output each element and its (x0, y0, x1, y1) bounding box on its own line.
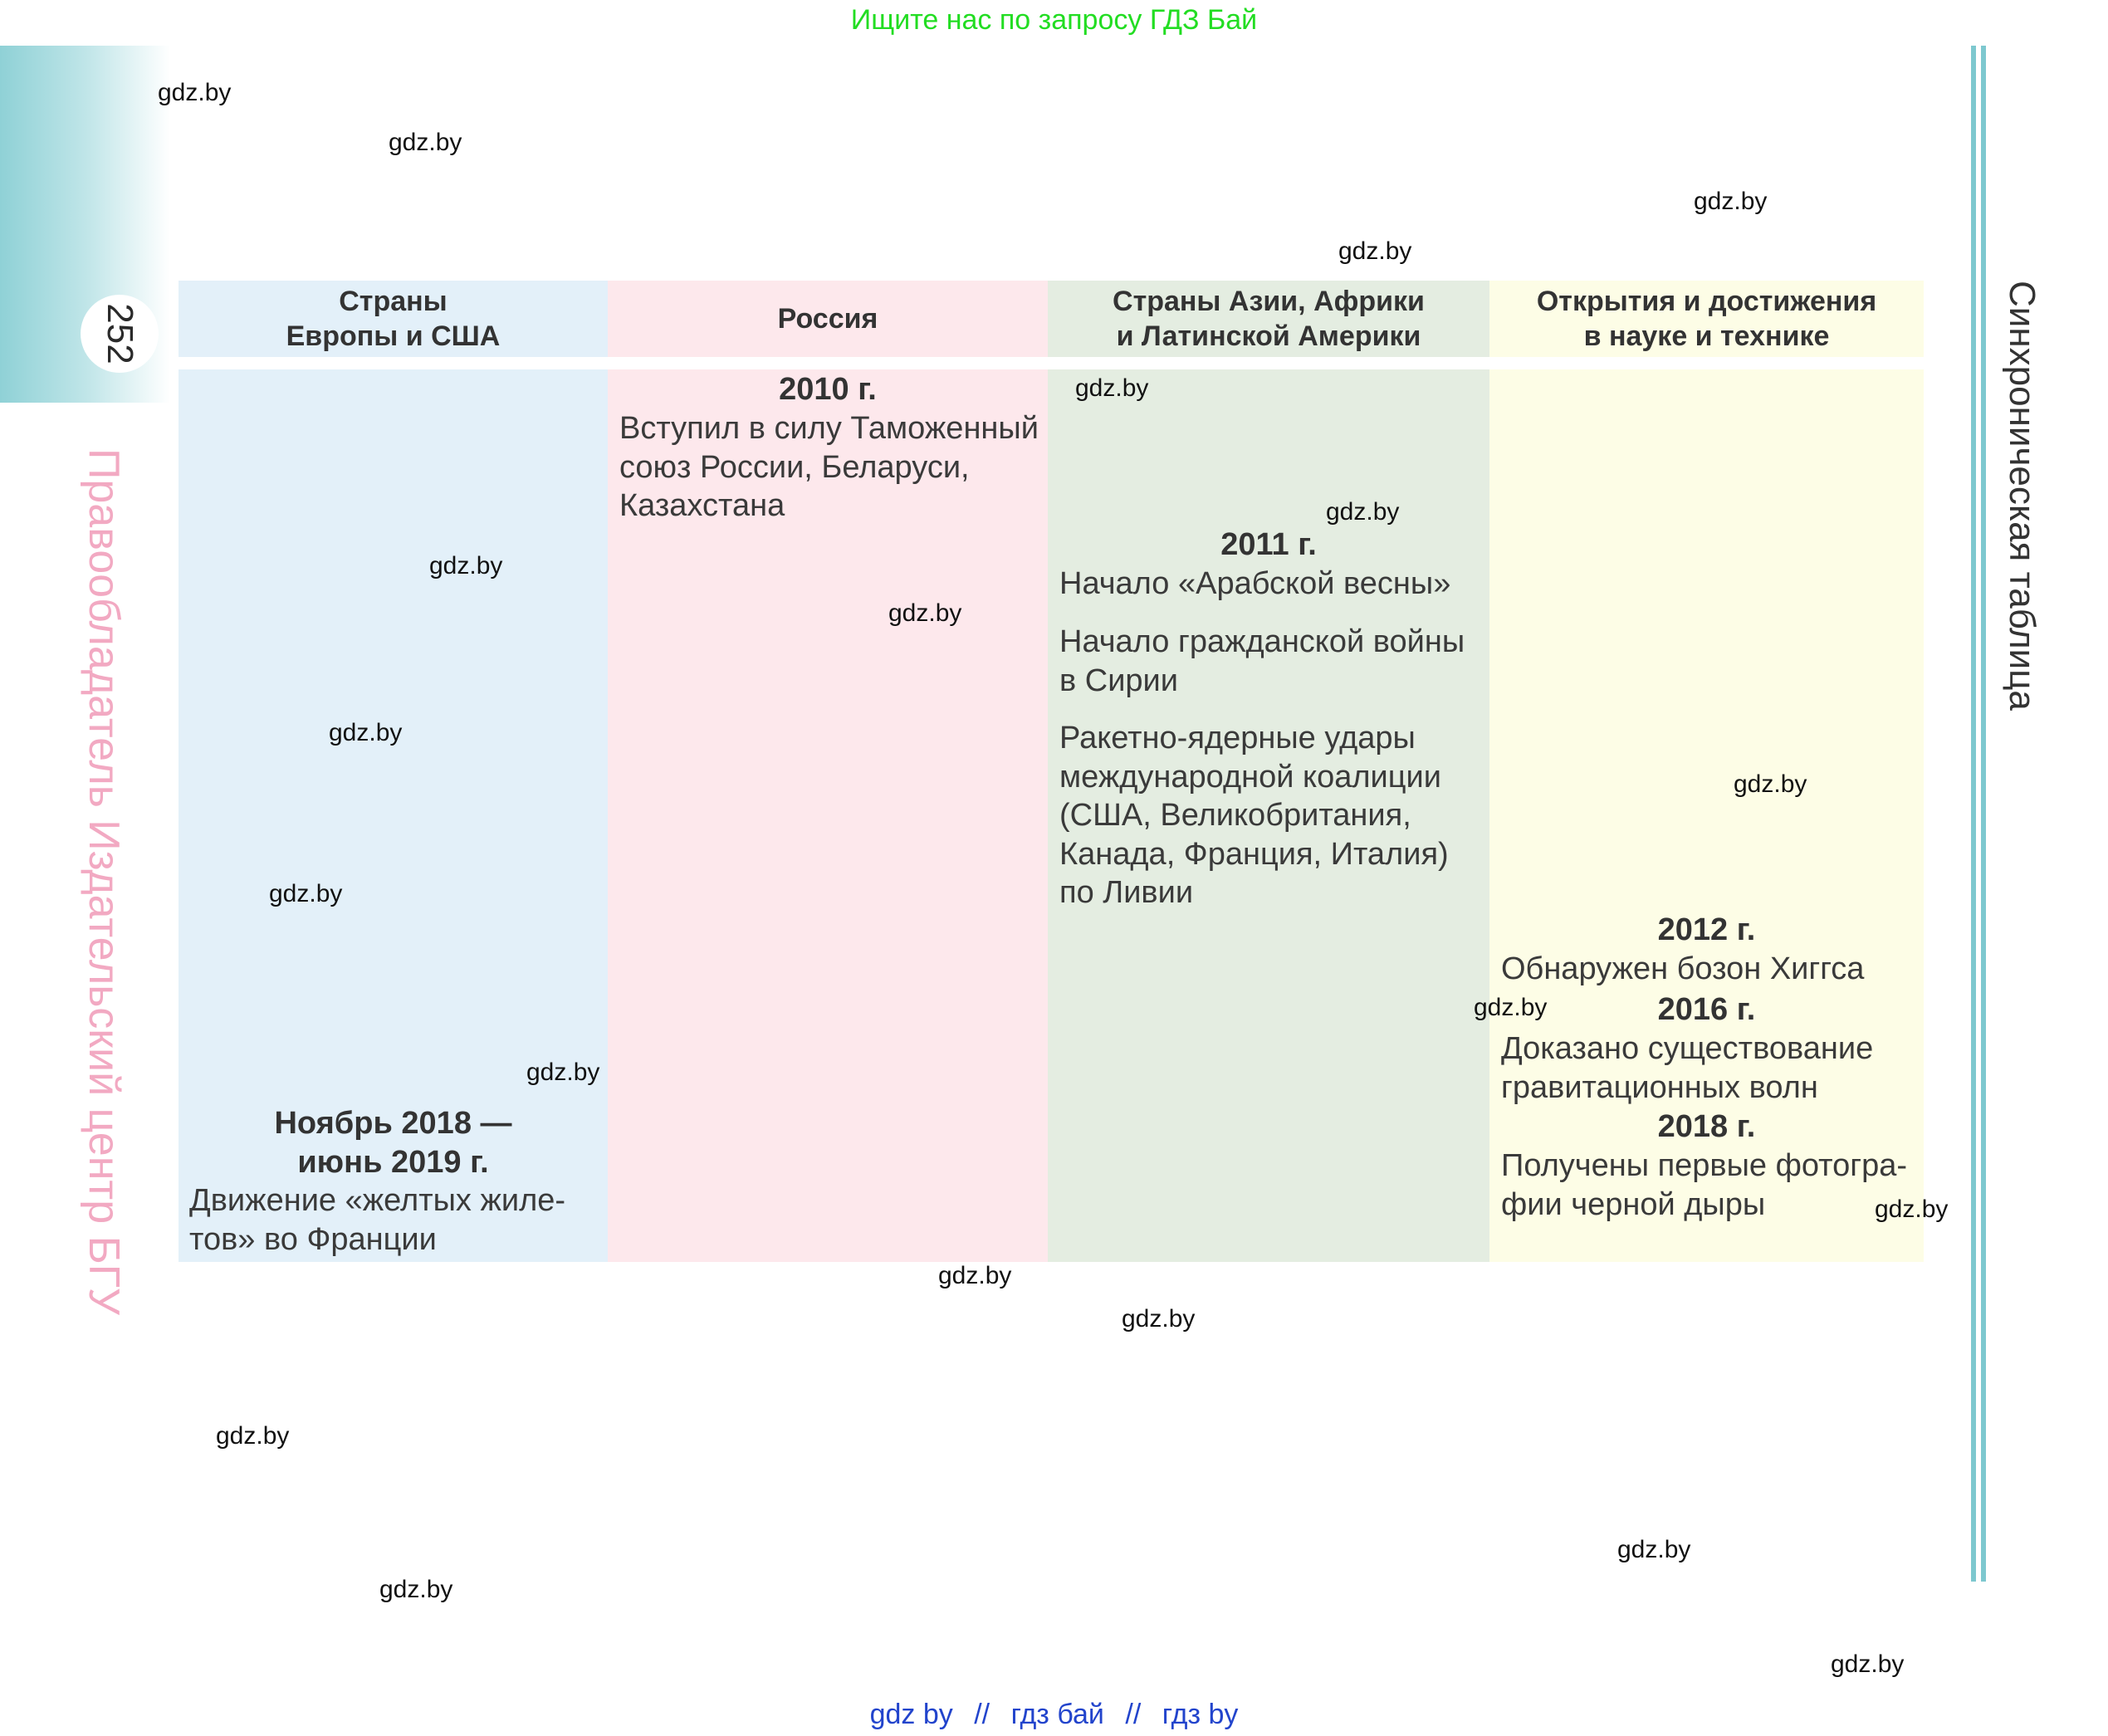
link-separator: // (1125, 1699, 1142, 1730)
watermark: gdz.by (1875, 1196, 1949, 1223)
watermark: gdz.by (329, 719, 403, 746)
header-europe-usa-line2: Европы и США (286, 320, 501, 352)
column-europe-usa (179, 369, 608, 1262)
right-border-line (1981, 46, 1986, 1582)
header-asia-line1: Страны Азии, Африки (1113, 286, 1425, 317)
header-europe-usa-line1: Страны (339, 286, 448, 317)
watermark: gdz.by (526, 1059, 600, 1086)
col4-gravity-waves: Доказано существование гравитационных вол… (1501, 1029, 1920, 1107)
top-banner: Ищите нас по запросу ГДЗ Бай (850, 4, 1258, 36)
link-gdz-bai[interactable]: гдз бай (1010, 1699, 1104, 1730)
watermark: gdz.by (216, 1422, 290, 1450)
col3-item-syria: Начало гражданской войны в Сирии (1059, 623, 1487, 700)
watermark: gdz.by (269, 880, 343, 907)
col1-year: Ноябрь 2018 — июнь 2019 г. (179, 1104, 608, 1181)
header-russia-label: Россия (777, 303, 878, 335)
watermark: gdz.by (379, 1576, 453, 1603)
col1-year-line1: Ноябрь 2018 — (274, 1106, 512, 1141)
col2-event-line3: Казахстана (619, 488, 785, 523)
side-title: Синхроническая таблица (2002, 281, 2042, 711)
col1-year-line2: июнь 2019 г. (297, 1144, 489, 1180)
column-russia (608, 369, 1048, 1262)
watermark: gdz.by (389, 129, 462, 156)
col1-event-line1: Движение «желтых жиле- (189, 1183, 566, 1218)
header-science: Открытия и достижения в науке и технике (1489, 281, 1924, 357)
watermark: gdz.by (1122, 1305, 1196, 1333)
col3-libya-line4: Канада, Франция, Италия) (1059, 836, 1449, 872)
header-asia-africa-latam: Страны Азии, Африки и Латинской Америки (1048, 281, 1489, 357)
watermark: gdz.by (938, 1262, 1012, 1289)
watermark: gdz.by (1326, 498, 1400, 526)
col3-libya-line2: международной коалиции (1059, 759, 1441, 795)
column-science (1489, 369, 1924, 1262)
watermark: gdz.by (1474, 994, 1548, 1021)
watermark: gdz.by (1338, 237, 1412, 265)
col2-event-line2: союз России, Беларуси, (619, 449, 970, 485)
header-science-line1: Открытия и достижения (1536, 286, 1877, 317)
col3-year: 2011 г. (1220, 527, 1317, 562)
publisher-vertical-text: Правообладатель Издательский центр БГУ (80, 448, 128, 1315)
col2-event-line1: Вступил в силу Таможенный (619, 411, 1039, 446)
watermark: gdz.by (1734, 770, 1807, 798)
link-gdz-by-cyr[interactable]: гдз by (1162, 1699, 1239, 1730)
link-gdz-by[interactable]: gdz by (869, 1699, 953, 1730)
col4-blackhole-line1: Получены первые фотогра- (1501, 1148, 1908, 1183)
watermark: gdz.by (888, 599, 962, 627)
col4-blackhole-line2: фии черной дыры (1501, 1186, 1766, 1222)
col3-item-arab-spring: Начало «Арабской весны» (1059, 566, 1451, 601)
col2-event: Вступил в силу Таможенный союз России, Бе… (619, 409, 1047, 526)
col3-libya-line5: по Ливии (1059, 875, 1194, 910)
watermark: gdz.by (1831, 1650, 1905, 1678)
header-europe-usa: Страны Европы и США (179, 281, 608, 357)
col4-year-2018: 2018 г. (1657, 1109, 1756, 1144)
watermark: gdz.by (158, 79, 232, 106)
col3-libya-line1: Ракетно-ядерные удары (1059, 721, 1416, 756)
right-border-line (1971, 46, 1976, 1582)
page-number-circle (81, 295, 159, 373)
col1-event-line2: тов» во Франции (189, 1221, 437, 1257)
col3-item-libya: Ракетно-ядерные удары международной коали… (1059, 719, 1487, 912)
header-asia-line2: и Латинской Америки (1116, 320, 1421, 352)
col1-event: Движение «желтых жиле-тов» во Франции (189, 1181, 604, 1259)
watermark: gdz.by (429, 552, 503, 579)
link-separator: // (974, 1699, 990, 1730)
col2-year: 2010 г. (779, 372, 877, 407)
header-russia: Россия (608, 281, 1048, 357)
col3-syria-line1: Начало гражданской войны (1059, 624, 1465, 659)
col4-year-2016: 2016 г. (1657, 992, 1756, 1027)
page-number: 252 (100, 303, 140, 364)
bottom-links: gdz by // гдз бай // гдз by (0, 1694, 2108, 1735)
col4-year-2012: 2012 г. (1657, 912, 1756, 947)
watermark: gdz.by (1075, 374, 1149, 402)
col3-syria-line2: в Сирии (1059, 663, 1179, 698)
col3-libya-line3: (США, Великобритания, (1059, 798, 1411, 833)
col4-black-hole: Получены первые фотогра-фии черной дыры (1501, 1147, 1920, 1224)
column-asia-africa-latam (1048, 369, 1489, 1262)
col4-gravity-line2: гравитационных волн (1501, 1069, 1818, 1105)
header-science-line2: в науке и технике (1583, 320, 1830, 352)
col4-gravity-line1: Доказано существование (1501, 1031, 1874, 1066)
watermark: gdz.by (1694, 188, 1768, 215)
col4-higgs: Обнаружен бозон Хиггса (1501, 951, 1865, 986)
watermark: gdz.by (1617, 1536, 1691, 1563)
